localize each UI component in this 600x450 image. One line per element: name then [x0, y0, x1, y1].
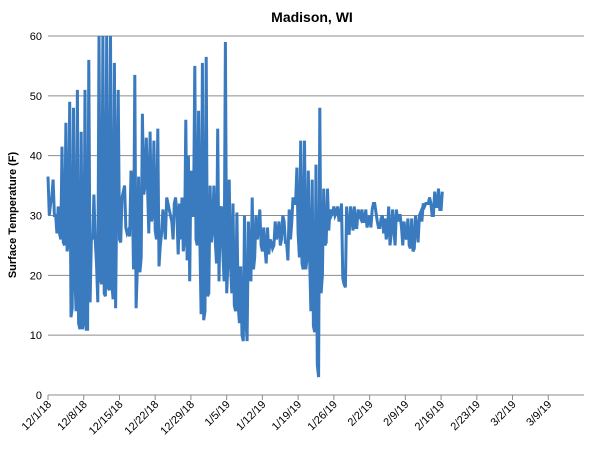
x-tick-label: 12/1/18 [20, 399, 54, 433]
y-tick-label: 10 [30, 330, 42, 342]
series-line-surface-temperature [46, 35, 444, 378]
axes [47, 394, 584, 400]
series-layer [46, 35, 444, 378]
x-tick-label: 2/16/19 [413, 399, 447, 433]
x-tick-label: 1/26/19 [306, 399, 340, 433]
y-tick-label: 20 [30, 270, 42, 282]
x-tick-label: 12/15/18 [87, 399, 126, 438]
x-tick-label: 1/12/19 [234, 399, 268, 433]
x-tick-label: 12/8/18 [55, 399, 89, 433]
x-tick-label: 12/29/18 [158, 399, 197, 438]
x-tick-label: 3/2/19 [489, 399, 519, 429]
y-tick-labels: 0 10 20 30 40 50 60 [30, 31, 42, 402]
x-tick-label: 12/22/18 [123, 399, 162, 438]
x-tick-label: 2/2/19 [346, 399, 376, 429]
y-tick-label: 40 [30, 151, 42, 163]
y-tick-label: 50 [30, 91, 42, 103]
x-tick-label: 3/9/19 [524, 399, 554, 429]
x-tick-label: 2/9/19 [381, 399, 411, 429]
x-tick-label: 1/5/19 [203, 399, 233, 429]
x-tick-label: 1/19/19 [270, 399, 304, 433]
chart-title: Madison, WI [271, 9, 353, 25]
x-tick-label: 2/23/19 [448, 399, 482, 433]
y-tick-label: 0 [36, 390, 42, 402]
y-tick-label: 60 [30, 31, 42, 43]
y-axis-title: Surface Temperature (F) [7, 151, 19, 278]
y-tick-label: 30 [30, 211, 42, 223]
